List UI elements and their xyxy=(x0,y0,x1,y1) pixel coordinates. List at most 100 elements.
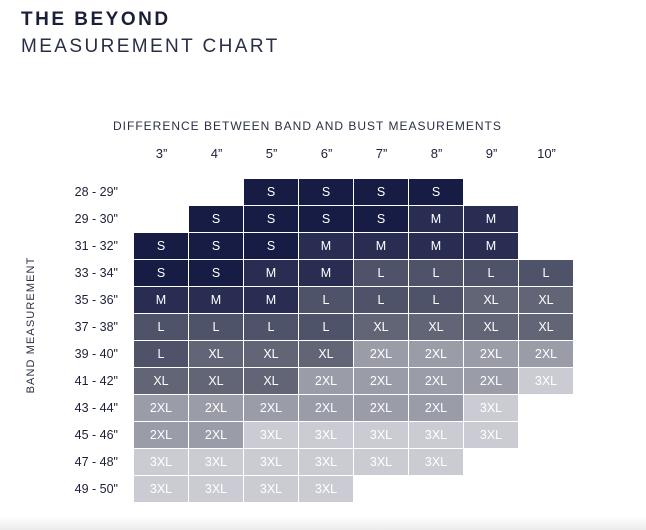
size-cell: XL xyxy=(409,314,463,340)
size-cell: 3XL xyxy=(464,422,518,448)
column-header: 5” xyxy=(265,146,278,161)
size-cell: L xyxy=(134,341,188,367)
size-cell: 2XL xyxy=(189,422,243,448)
size-cell: S xyxy=(244,206,298,232)
size-cell: S xyxy=(409,179,463,205)
size-cell: 3XL xyxy=(244,422,298,448)
size-cell: S xyxy=(189,206,243,232)
size-cell: S xyxy=(354,179,408,205)
size-cell: S xyxy=(134,260,188,286)
band-label: 29 - 30" xyxy=(74,212,118,226)
size-cell: 3XL xyxy=(189,449,243,475)
band-label: 39 - 40" xyxy=(74,347,118,361)
size-cell: 3XL xyxy=(244,449,298,475)
size-cell: XL xyxy=(464,314,518,340)
size-cell: L xyxy=(464,260,518,286)
band-label: 49 - 50" xyxy=(74,482,118,496)
column-header: 6” xyxy=(320,146,333,161)
size-cell: M xyxy=(244,260,298,286)
size-cell: XL xyxy=(189,368,243,394)
size-cell: 3XL xyxy=(299,449,353,475)
chart-title: MEASUREMENT CHART xyxy=(21,36,280,57)
size-cell: L xyxy=(299,314,353,340)
size-cell: 3XL xyxy=(464,395,518,421)
size-cell: S xyxy=(299,179,353,205)
size-cell: S xyxy=(244,179,298,205)
band-label: 45 - 46" xyxy=(74,428,118,442)
size-cell: 2XL xyxy=(299,368,353,394)
band-label: 33 - 34" xyxy=(74,266,118,280)
size-cell: XL xyxy=(244,368,298,394)
column-header: 4” xyxy=(210,146,223,161)
size-cell: L xyxy=(244,314,298,340)
column-header: 10” xyxy=(537,146,556,161)
size-cell: S xyxy=(244,233,298,259)
column-header: 9” xyxy=(485,146,498,161)
column-axis-label: DIFFERENCE BETWEEN BAND AND BUST MEASURE… xyxy=(113,119,502,133)
size-cell: 3XL xyxy=(519,368,573,394)
size-cell: 2XL xyxy=(354,395,408,421)
size-cell: XL xyxy=(519,287,573,313)
size-cell: XL xyxy=(354,314,408,340)
band-label: 43 - 44" xyxy=(74,401,118,415)
size-cell: L xyxy=(354,287,408,313)
size-cell: 3XL xyxy=(189,476,243,502)
column-header: 7” xyxy=(375,146,388,161)
size-cell: 3XL xyxy=(299,476,353,502)
column-header: 3” xyxy=(155,146,168,161)
size-cell: S xyxy=(134,233,188,259)
size-cell: 2XL xyxy=(464,341,518,367)
size-cell: M xyxy=(354,233,408,259)
size-cell: M xyxy=(464,233,518,259)
band-label: 28 - 29" xyxy=(74,185,118,199)
size-cell: 2XL xyxy=(354,368,408,394)
size-cell: 3XL xyxy=(354,422,408,448)
size-cell: XL xyxy=(299,341,353,367)
size-cell: 3XL xyxy=(409,449,463,475)
size-cell: 2XL xyxy=(189,395,243,421)
size-cell: 2XL xyxy=(409,368,463,394)
size-cell: L xyxy=(299,287,353,313)
band-label: 31 - 32" xyxy=(74,239,118,253)
size-cell: L xyxy=(189,314,243,340)
size-cell: 3XL xyxy=(299,422,353,448)
size-cell: 2XL xyxy=(354,341,408,367)
column-header: 8” xyxy=(430,146,443,161)
size-cell: L xyxy=(409,287,463,313)
band-label: 41 - 42" xyxy=(74,374,118,388)
band-label: 47 - 48" xyxy=(74,455,118,469)
size-cell: M xyxy=(409,206,463,232)
size-cell: 3XL xyxy=(244,476,298,502)
band-label: 37 - 38" xyxy=(74,320,118,334)
size-cell: XL xyxy=(464,287,518,313)
size-cell: S xyxy=(354,206,408,232)
size-cell: 2XL xyxy=(134,422,188,448)
size-cell: 2XL xyxy=(299,395,353,421)
size-cell: M xyxy=(134,287,188,313)
size-cell: 3XL xyxy=(354,449,408,475)
size-cell: M xyxy=(409,233,463,259)
size-cell: 2XL xyxy=(519,341,573,367)
size-cell: L xyxy=(519,260,573,286)
size-cell: M xyxy=(464,206,518,232)
size-cell: L xyxy=(409,260,463,286)
size-cell: 3XL xyxy=(134,449,188,475)
size-cell: M xyxy=(299,260,353,286)
size-cell: 2XL xyxy=(464,368,518,394)
size-cell: XL xyxy=(244,341,298,367)
size-cell: 3XL xyxy=(409,422,463,448)
size-cell: M xyxy=(299,233,353,259)
size-cell: S xyxy=(299,206,353,232)
size-cell: L xyxy=(354,260,408,286)
size-cell: XL xyxy=(519,314,573,340)
row-axis-label: BAND MEASUREMENT xyxy=(25,256,37,394)
size-cell: XL xyxy=(189,341,243,367)
size-cell: M xyxy=(244,287,298,313)
size-cell: 2XL xyxy=(409,341,463,367)
bottom-shadow xyxy=(0,516,646,530)
size-cell: 2XL xyxy=(134,395,188,421)
size-cell: 3XL xyxy=(134,476,188,502)
size-cell: M xyxy=(189,287,243,313)
size-cell: S xyxy=(189,233,243,259)
size-cell: S xyxy=(189,260,243,286)
